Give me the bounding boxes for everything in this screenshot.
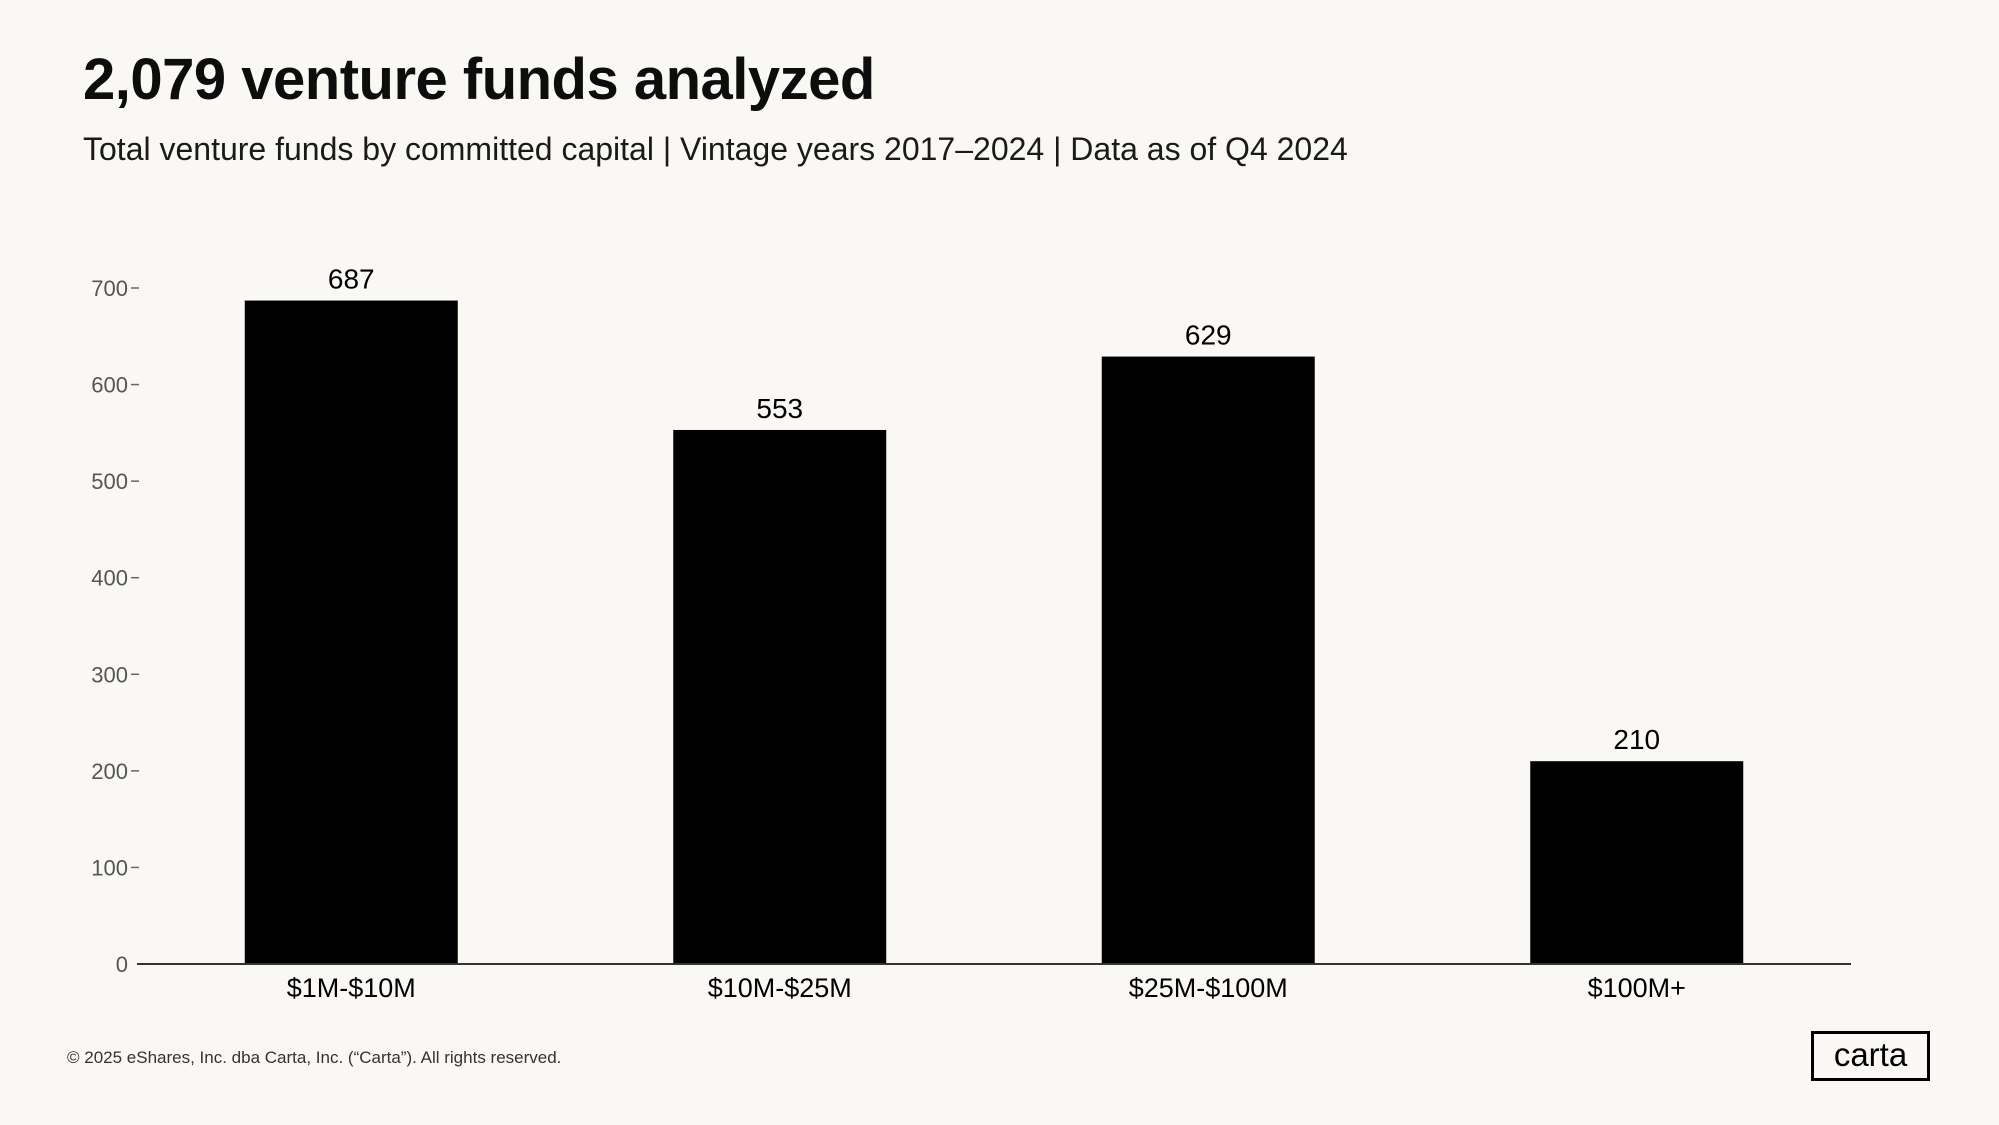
data-label: 687 xyxy=(328,264,375,295)
data-label: 629 xyxy=(1185,320,1232,351)
data-label: 553 xyxy=(756,393,803,424)
x-category-label: $25M-$100M xyxy=(1129,973,1288,1003)
y-tick-label: 600 xyxy=(91,373,128,398)
y-axis: 0 100 200 300 400 500 600 700 xyxy=(91,276,139,977)
copyright-text: © 2025 eShares, Inc. dba Carta, Inc. (“C… xyxy=(67,1048,562,1067)
bars: 687 553 629 210 xyxy=(244,264,1744,965)
bar-4 xyxy=(1530,761,1744,964)
y-tick-label: 200 xyxy=(91,759,128,784)
bar-1 xyxy=(244,300,458,964)
bar-2 xyxy=(673,429,887,965)
x-category-label: $1M-$10M xyxy=(287,973,416,1003)
page-title: 2,079 venture funds analyzed xyxy=(83,47,875,112)
y-tick-label: 0 xyxy=(116,952,128,977)
y-tick-label: 500 xyxy=(91,469,128,494)
y-tick-label: 400 xyxy=(91,566,128,591)
y-tick-label: 100 xyxy=(91,855,128,880)
y-tick-label: 700 xyxy=(91,276,128,301)
carta-logo: carta xyxy=(1811,1031,1930,1081)
x-category-label: $100M+ xyxy=(1588,973,1686,1003)
logo-text: carta xyxy=(1833,1035,1908,1073)
bar-3 xyxy=(1101,356,1315,965)
x-category-label: $10M-$25M xyxy=(708,973,852,1003)
data-label: 210 xyxy=(1613,724,1660,755)
page-subtitle: Total venture funds by committed capital… xyxy=(83,131,1348,167)
y-tick-label: 300 xyxy=(91,662,128,687)
x-axis: $1M-$10M $10M-$25M $25M-$100M $100M+ xyxy=(137,963,1851,1003)
